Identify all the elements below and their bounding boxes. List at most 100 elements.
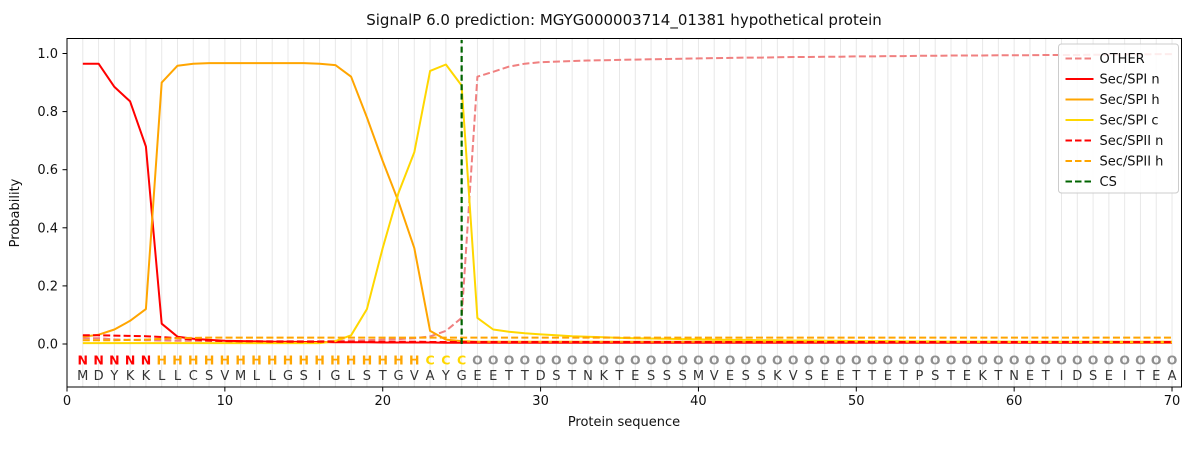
region-label: H: [377, 353, 387, 368]
region-label: H: [267, 353, 277, 368]
legend-label: Sec/SPI c: [1100, 114, 1159, 129]
region-label: O: [693, 353, 704, 368]
region-label: O: [772, 353, 783, 368]
residue-letter: M: [693, 369, 704, 384]
region-label: O: [804, 353, 815, 368]
region-label: H: [314, 353, 324, 368]
region-label: C: [441, 353, 450, 368]
curve-sec-spi-n: [82, 62, 1172, 344]
residue-letter: E: [726, 369, 734, 384]
residue-letter: M: [235, 369, 246, 384]
region-label: O: [867, 353, 878, 368]
chart-title: SignalP 6.0 prediction: MGYG000003714_01…: [366, 11, 882, 30]
curve-sec-spii-n: [82, 334, 1172, 343]
residue-letter: M: [77, 369, 88, 384]
region-label: H: [283, 353, 293, 368]
region-label: H: [235, 353, 245, 368]
region-label: O: [977, 353, 988, 368]
residue-letter: A: [426, 369, 435, 384]
region-label: O: [504, 353, 515, 368]
region-label: O: [788, 353, 799, 368]
region-label: O: [1056, 353, 1067, 368]
residue-letter: K: [126, 369, 135, 384]
region-label: H: [156, 353, 166, 368]
x-axis-label: Protein sequence: [568, 415, 680, 430]
residue-letter: S: [931, 369, 939, 384]
region-label: H: [393, 353, 403, 368]
region-label: O: [1119, 353, 1130, 368]
x-tick-label: 60: [1006, 394, 1023, 409]
residue-letter: L: [269, 369, 277, 384]
residue-letter: T: [1041, 369, 1050, 384]
residue-letter: P: [916, 369, 924, 384]
residue-letter: V: [220, 369, 229, 384]
residue-letter: G: [393, 369, 403, 384]
residue-letter: A: [1168, 369, 1177, 384]
residue-letter: L: [158, 369, 166, 384]
region-label: N: [125, 353, 135, 368]
region-label: O: [567, 353, 578, 368]
residue-letter: E: [836, 369, 844, 384]
region-label: O: [740, 353, 751, 368]
residue-letter: T: [946, 369, 955, 384]
region-label: H: [220, 353, 230, 368]
residue-letter: S: [205, 369, 213, 384]
legend-label: Sec/SPI n: [1100, 73, 1160, 88]
region-label: N: [109, 353, 119, 368]
residue-letter: S: [663, 369, 671, 384]
region-label: O: [677, 353, 688, 368]
curve-sec-spi-h: [82, 62, 1172, 343]
residue-letter: T: [504, 369, 513, 384]
region-label: O: [1135, 353, 1146, 368]
region-label: O: [930, 353, 941, 368]
region-label: O: [1104, 353, 1115, 368]
residue-letter: T: [993, 369, 1002, 384]
residue-letter: E: [963, 369, 971, 384]
residue-letter: T: [899, 369, 908, 384]
region-label: O: [630, 353, 641, 368]
residue-letter: G: [283, 369, 293, 384]
region-label: O: [1040, 353, 1051, 368]
region-label: O: [614, 353, 625, 368]
region-label: O: [883, 353, 894, 368]
region-label: O: [725, 353, 736, 368]
region-label: O: [914, 353, 925, 368]
curve-sec-spii-h: [82, 336, 1172, 342]
residue-letter: G: [330, 369, 340, 384]
residue-letter: E: [1105, 369, 1113, 384]
residue-letter: S: [552, 369, 560, 384]
residue-letter: T: [378, 369, 387, 384]
region-label: O: [646, 353, 657, 368]
region-label: O: [946, 353, 957, 368]
region-label: C: [457, 353, 466, 368]
residue-letter: K: [773, 369, 782, 384]
residue-letter: E: [821, 369, 829, 384]
residue-letter: I: [318, 369, 322, 384]
region-label: O: [472, 353, 483, 368]
residue-letter: L: [174, 369, 182, 384]
region-label: O: [662, 353, 673, 368]
residue-letter: G: [457, 369, 467, 384]
region-label: H: [204, 353, 214, 368]
region-label: O: [1009, 353, 1020, 368]
residue-letter: K: [978, 369, 987, 384]
residue-letter: E: [884, 369, 892, 384]
legend-label: OTHER: [1100, 52, 1145, 67]
region-label: O: [961, 353, 972, 368]
residue-letter: S: [1089, 369, 1097, 384]
region-label: O: [898, 353, 909, 368]
legend-label: Sec/SPII n: [1100, 134, 1164, 149]
y-tick-label: 0.0: [37, 338, 58, 353]
region-label: O: [535, 353, 546, 368]
residue-letter: T: [520, 369, 529, 384]
region-label: N: [141, 353, 151, 368]
residue-letter: S: [647, 369, 655, 384]
y-tick-label: 0.8: [37, 105, 58, 120]
residue-letter: V: [710, 369, 719, 384]
probability-curves: [82, 53, 1172, 345]
legend-box: [1058, 43, 1179, 194]
region-label: O: [1151, 353, 1162, 368]
x-tick-label: 10: [217, 394, 234, 409]
x-tick-label: 0: [63, 394, 71, 409]
